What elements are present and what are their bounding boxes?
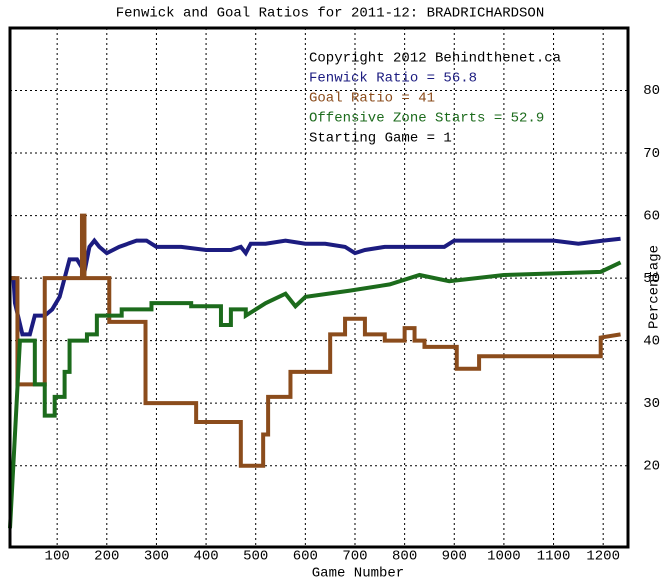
x-tick-label: 1200 [586,549,620,565]
x-tick-label: 1100 [537,549,571,565]
x-tick-label: 900 [442,549,467,565]
x-tick-label: 800 [392,549,417,565]
chart-title: Fenwick and Goal Ratios for 2011-12: BRA… [116,6,544,22]
x-tick-label: 500 [243,549,268,565]
legend-entry: Goal Ratio = 41 [309,91,435,107]
x-tick-label: 700 [342,549,367,565]
data-line [8,260,622,529]
x-tick-label: 600 [293,549,318,565]
x-tick-label: 100 [45,549,70,565]
legend-entry: Offensive Zone Starts = 52.9 [309,111,544,127]
y-tick-label: 60 [643,208,660,224]
annotation: Copyright 2012 Behindthenet.ca [309,51,561,67]
x-tick-label: 1000 [487,549,521,565]
annotation: Starting Game = 1 [309,131,452,147]
y-tick-label: 40 [643,333,660,349]
y-tick-label: 20 [643,458,660,474]
data-line [10,236,621,337]
y-tick-label: 50 [643,271,660,287]
data-line [10,213,621,468]
y-axis-label: Percentage [647,245,663,329]
y-tick-label: 70 [643,146,660,162]
legend-entry: Fenwick Ratio = 56.8 [309,71,477,87]
plot-background [10,28,628,547]
y-tick-label: 30 [643,396,660,412]
plot-frame [8,26,630,549]
y-tick-label: 80 [643,83,660,99]
x-tick-label: 300 [144,549,169,565]
x-tick-label: 400 [193,549,218,565]
x-axis-label: Game Number [312,566,404,580]
x-tick-label: 200 [94,549,119,565]
